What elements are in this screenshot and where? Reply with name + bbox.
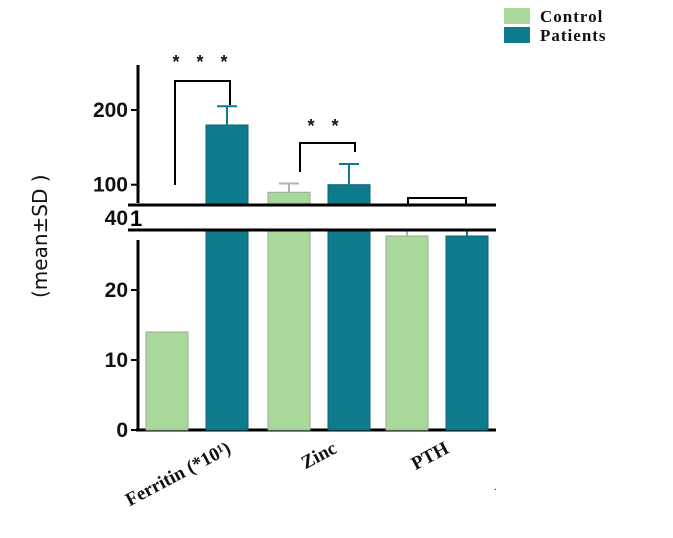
category-label: Zinc xyxy=(298,438,340,474)
significance-label: * * * xyxy=(172,52,233,72)
significance-label: * * xyxy=(307,116,344,136)
category-label: Ferritin (*10¹) xyxy=(122,438,234,511)
stray-dot: . xyxy=(494,482,497,493)
y-tick-label: 200 xyxy=(93,99,128,122)
significance-bracket xyxy=(174,80,231,185)
category-labels: Ferritin (*10¹) Zinc PTH xyxy=(122,438,452,511)
bar-patients xyxy=(445,235,489,431)
axis-break-mark: 1 xyxy=(130,206,142,231)
legend-swatch-control xyxy=(504,8,530,24)
bar-control xyxy=(385,235,429,431)
y-tick-label: 0 xyxy=(116,419,128,442)
legend-label-control: Control xyxy=(540,7,603,26)
significance-brackets: * * * * * xyxy=(172,52,467,206)
y-axis-label: (mean±SD ) xyxy=(28,174,52,298)
y-tick-label: 20 xyxy=(105,279,128,302)
bar-patients xyxy=(205,124,249,431)
significance-bracket xyxy=(407,197,467,206)
legend-swatch-patients xyxy=(504,27,530,43)
y-tick-label-40: 40 xyxy=(105,207,128,230)
legend: Control Patients xyxy=(504,7,607,45)
y-tick-label: 10 xyxy=(105,349,128,372)
y-tick-label: 100 xyxy=(93,174,128,197)
axis-break-band xyxy=(128,205,508,229)
y-ticks: 0 10 20 100 200 xyxy=(93,99,138,442)
legend-label-patients: Patients xyxy=(540,26,607,45)
category-label: PTH xyxy=(408,438,453,475)
significance-bracket xyxy=(299,142,356,172)
bar-control xyxy=(267,191,311,431)
bars xyxy=(145,105,489,431)
bar-control xyxy=(145,331,189,431)
